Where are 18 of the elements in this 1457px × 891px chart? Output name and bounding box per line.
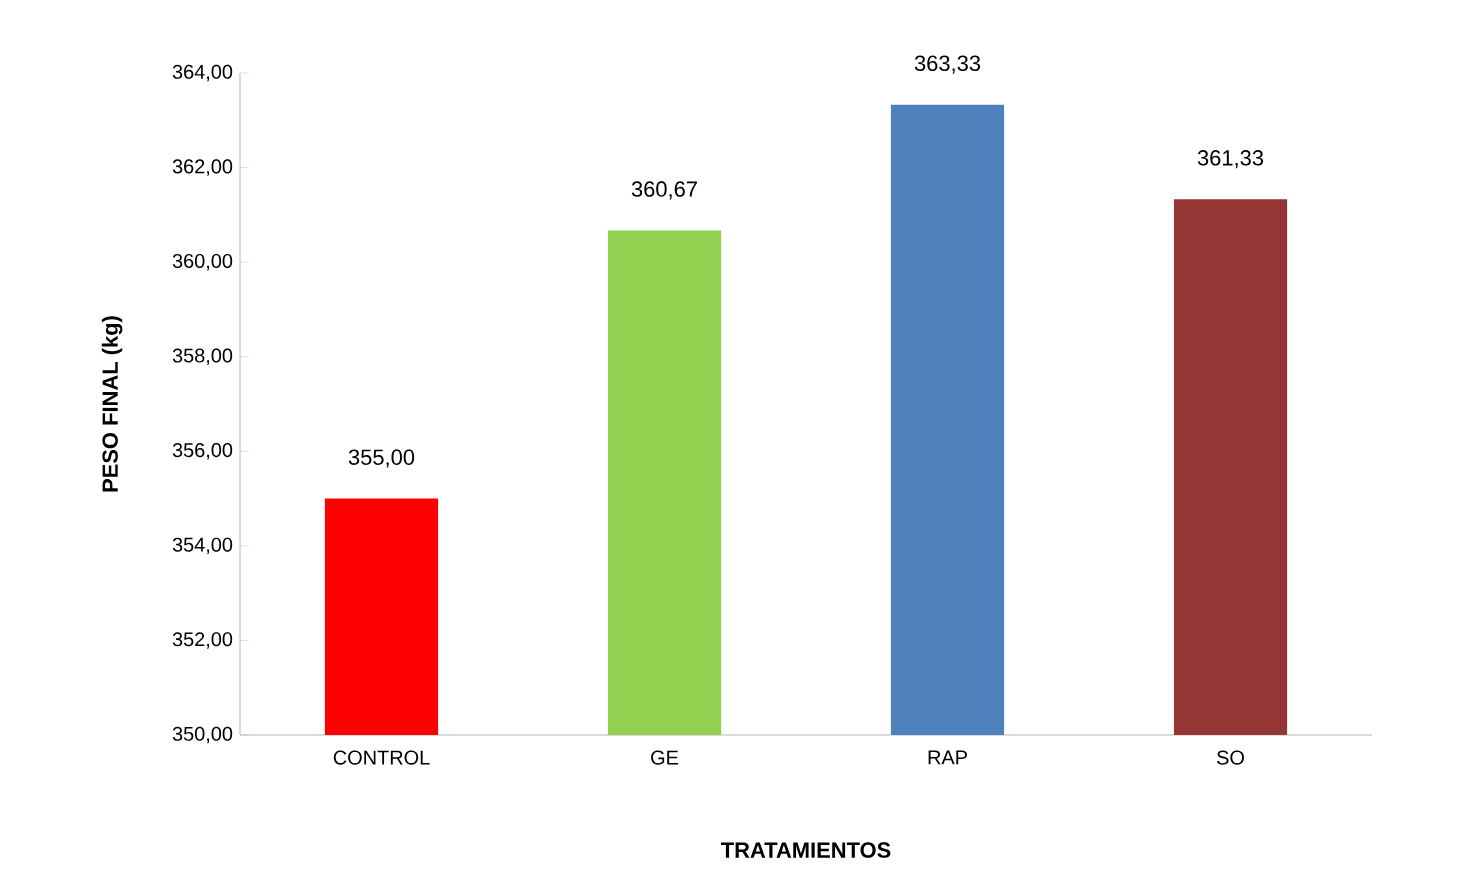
data-label: 355,00 xyxy=(348,449,415,468)
data-label: 360,67 xyxy=(631,181,697,200)
x-tick-label: SO xyxy=(1217,750,1244,765)
x-tick-label: RAP xyxy=(928,750,967,765)
y-axis-title: PESO FINAL (kg) xyxy=(101,316,123,492)
x-tick-label: CONTROL xyxy=(333,750,430,765)
data-label: 363,33 xyxy=(914,55,981,74)
y-tick-label: 352,00 xyxy=(172,632,233,649)
x-axis-title: TRATAMIENTOS xyxy=(721,842,891,858)
y-tick-label: 360,00 xyxy=(172,253,233,271)
y-tick-label: 358,00 xyxy=(172,348,233,365)
y-tick-label: 354,00 xyxy=(172,537,233,555)
y-tick-label: 364,00 xyxy=(172,64,233,82)
y-tick-label: 356,00 xyxy=(172,443,233,460)
y-tick-label: 362,00 xyxy=(172,159,233,176)
data-label: 361,33 xyxy=(1197,150,1264,169)
y-tick-label: 350,00 xyxy=(172,726,233,744)
x-tick-label: GE xyxy=(651,750,679,765)
